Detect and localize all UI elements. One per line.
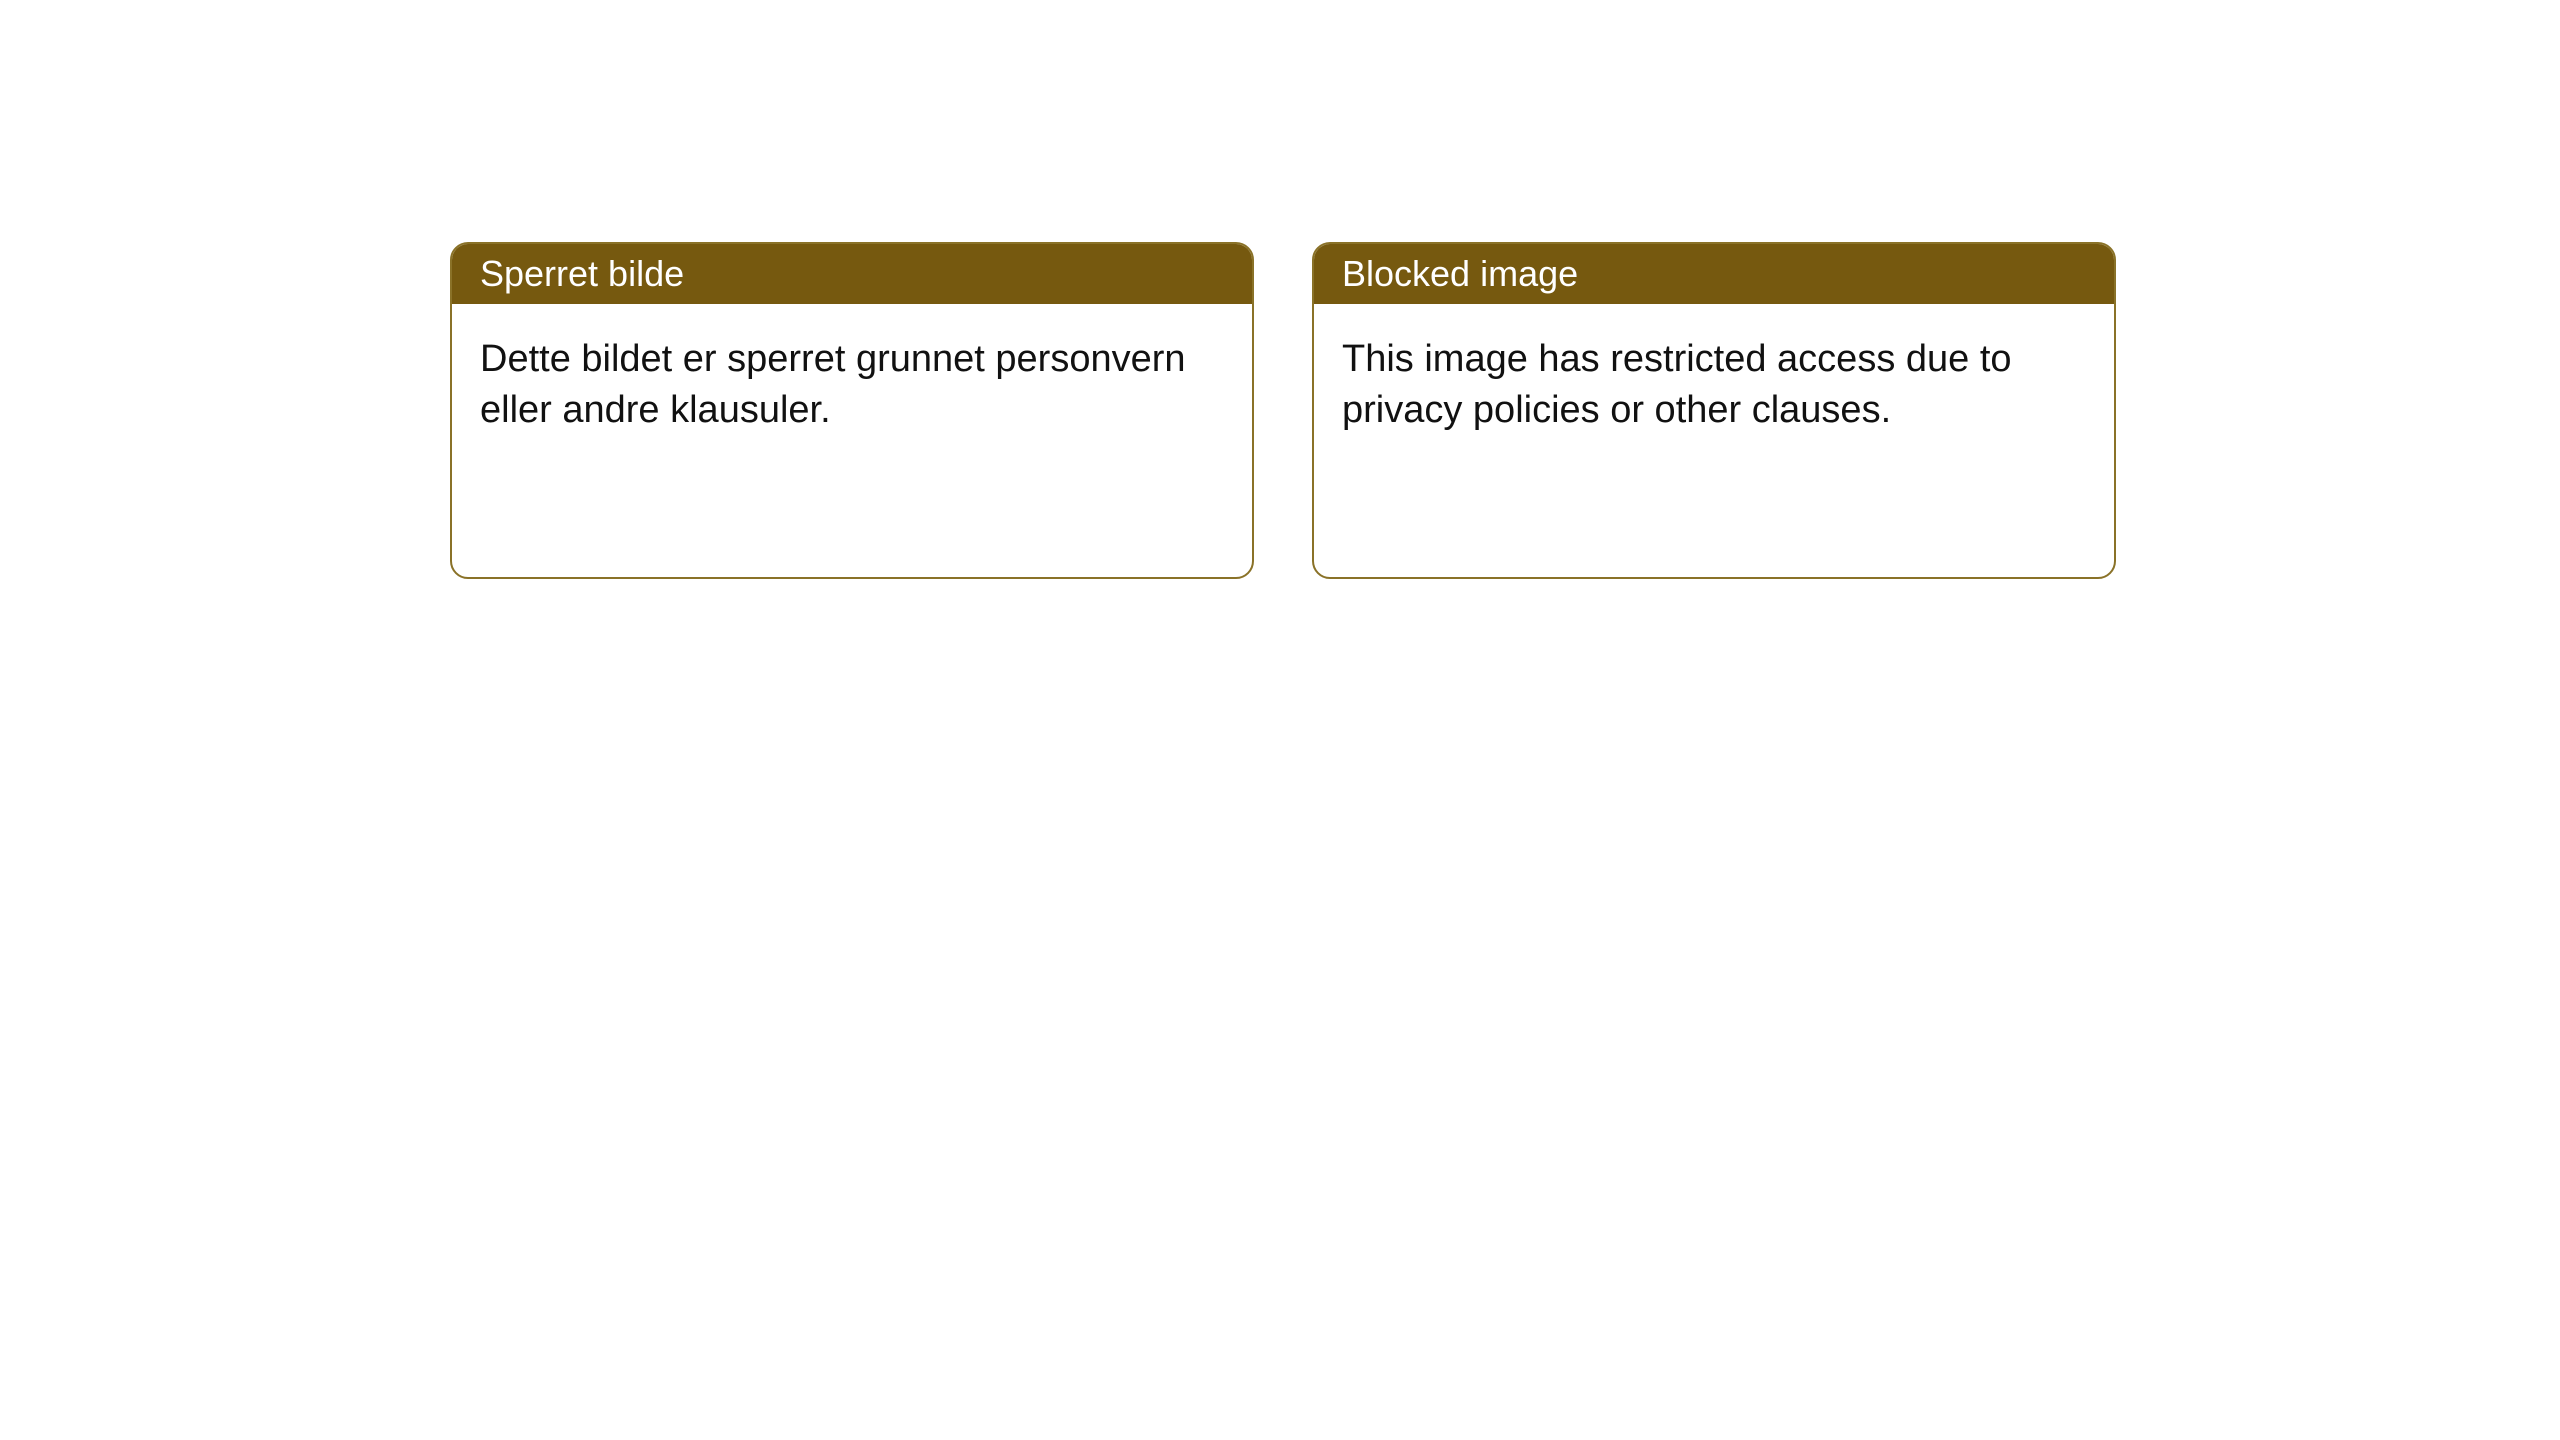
notice-card-body: This image has restricted access due to … xyxy=(1314,304,2114,577)
notice-cards-container: Sperret bilde Dette bildet er sperret gr… xyxy=(450,242,2116,579)
notice-card-body-text: Dette bildet er sperret grunnet personve… xyxy=(480,334,1224,437)
notice-card-english: Blocked image This image has restricted … xyxy=(1312,242,2116,579)
notice-card-norwegian: Sperret bilde Dette bildet er sperret gr… xyxy=(450,242,1254,579)
notice-card-body: Dette bildet er sperret grunnet personve… xyxy=(452,304,1252,577)
notice-card-header: Blocked image xyxy=(1314,244,2114,304)
notice-card-body-text: This image has restricted access due to … xyxy=(1342,334,2086,437)
notice-card-header-text: Blocked image xyxy=(1342,253,1578,295)
notice-card-header: Sperret bilde xyxy=(452,244,1252,304)
notice-card-header-text: Sperret bilde xyxy=(480,253,684,295)
